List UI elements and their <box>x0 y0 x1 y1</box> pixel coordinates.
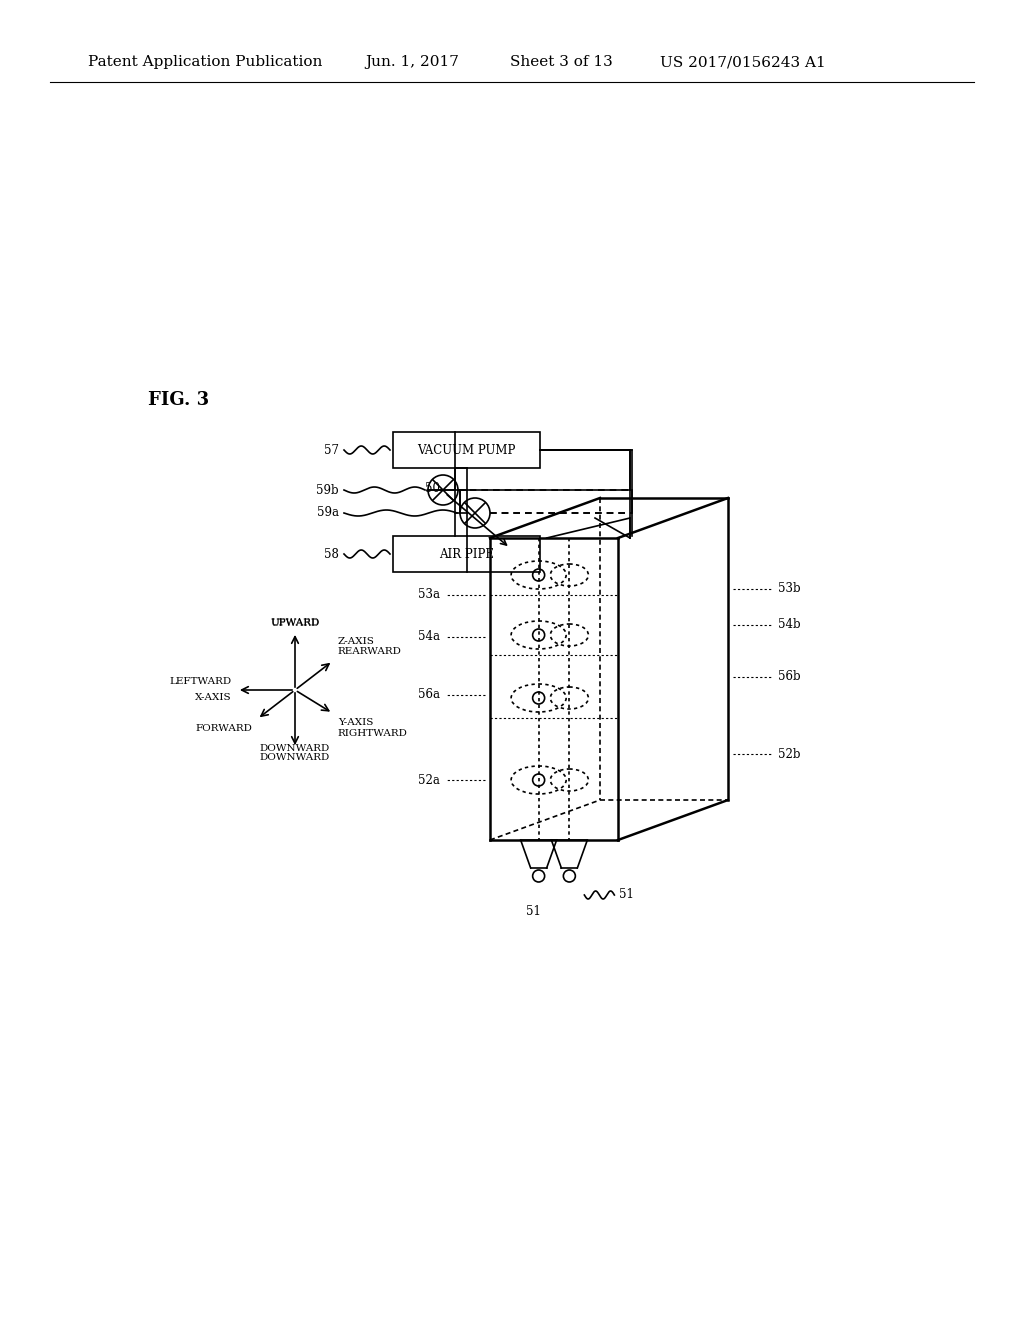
Text: VACUUM PUMP: VACUUM PUMP <box>418 444 516 457</box>
Text: 54a: 54a <box>418 631 440 644</box>
Text: 54b: 54b <box>778 619 801 631</box>
Bar <box>393 536 540 572</box>
Text: 59a: 59a <box>317 507 339 520</box>
Text: US 2017/0156243 A1: US 2017/0156243 A1 <box>660 55 825 69</box>
Text: Jun. 1, 2017: Jun. 1, 2017 <box>365 55 459 69</box>
Text: 50: 50 <box>425 482 440 495</box>
Text: 52a: 52a <box>418 774 440 787</box>
Text: Y-AXIS
RIGHTWARD: Y-AXIS RIGHTWARD <box>338 718 408 738</box>
Text: Patent Application Publication: Patent Application Publication <box>88 55 323 69</box>
Text: UPWARD: UPWARD <box>270 619 319 628</box>
Text: 51: 51 <box>620 888 634 902</box>
Bar <box>393 432 540 469</box>
Text: DOWNWARD: DOWNWARD <box>260 752 330 762</box>
Text: UPWARD: UPWARD <box>270 618 319 627</box>
Text: 52b: 52b <box>778 747 801 760</box>
Text: 59b: 59b <box>316 483 339 496</box>
Text: DOWNWARD: DOWNWARD <box>260 744 330 752</box>
Text: 56a: 56a <box>418 689 440 701</box>
Text: 53a: 53a <box>418 589 440 602</box>
Text: 56b: 56b <box>778 671 801 684</box>
Text: X-AXIS: X-AXIS <box>196 693 232 702</box>
Text: 57: 57 <box>324 444 339 457</box>
Text: 58: 58 <box>325 548 339 561</box>
Text: FIG. 3: FIG. 3 <box>148 391 209 409</box>
Text: LEFTWARD: LEFTWARD <box>170 677 232 686</box>
Text: FORWARD: FORWARD <box>196 723 252 733</box>
Text: Sheet 3 of 13: Sheet 3 of 13 <box>510 55 612 69</box>
Text: 51: 51 <box>526 906 541 917</box>
Text: AIR PIPE: AIR PIPE <box>439 548 494 561</box>
Text: 53b: 53b <box>778 582 801 595</box>
Text: Z-AXIS
REARWARD: Z-AXIS REARWARD <box>338 636 401 656</box>
